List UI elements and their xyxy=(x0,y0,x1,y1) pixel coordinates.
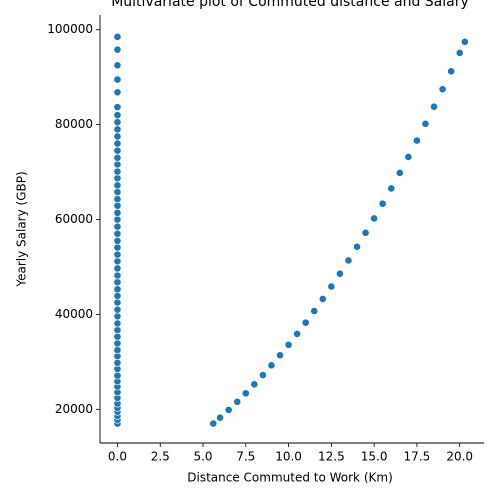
point xyxy=(216,413,225,422)
point xyxy=(267,361,276,370)
point xyxy=(113,257,122,266)
point xyxy=(113,371,122,380)
point xyxy=(387,184,396,193)
point xyxy=(113,125,122,134)
point xyxy=(113,160,122,169)
point xyxy=(113,271,122,280)
point xyxy=(113,326,122,334)
point xyxy=(233,397,242,406)
point xyxy=(113,111,122,120)
point xyxy=(378,199,387,208)
point xyxy=(113,181,122,190)
point xyxy=(113,236,122,245)
x-tick-label: 15.0 xyxy=(361,450,388,464)
point xyxy=(113,167,122,176)
point xyxy=(113,75,122,84)
y-tick-label: 60000 xyxy=(55,212,93,226)
point xyxy=(276,351,284,360)
point xyxy=(455,49,464,57)
point xyxy=(460,37,469,46)
point xyxy=(259,371,267,379)
chart-title: Multivariate plot of Commuted distance a… xyxy=(111,0,469,10)
point xyxy=(327,282,336,291)
point xyxy=(447,67,456,76)
point xyxy=(113,229,122,238)
point xyxy=(113,305,122,314)
point xyxy=(113,195,122,204)
point xyxy=(224,406,233,414)
point xyxy=(395,169,404,177)
point xyxy=(113,358,122,367)
y-axis-label: Yearly Salary (GBP) xyxy=(15,171,29,287)
x-tick-label: 12.5 xyxy=(318,450,345,464)
point xyxy=(344,256,353,265)
point xyxy=(404,153,413,161)
point xyxy=(113,174,122,183)
y-tick-label: 40000 xyxy=(55,307,93,321)
point xyxy=(318,295,327,303)
point xyxy=(413,136,421,145)
y-tick-label: 20000 xyxy=(55,402,93,416)
point xyxy=(113,118,122,127)
point xyxy=(113,332,122,341)
x-tick-label: 5.0 xyxy=(193,450,212,464)
point xyxy=(113,264,122,273)
point xyxy=(113,319,122,328)
point xyxy=(113,346,122,354)
point xyxy=(113,222,122,231)
x-tick-label: 0.0 xyxy=(108,450,127,464)
x-tick-label: 2.5 xyxy=(151,450,170,464)
point xyxy=(336,269,344,278)
x-axis-label: Distance Commuted to Work (Km) xyxy=(187,471,393,485)
point xyxy=(113,292,122,300)
point xyxy=(284,340,293,349)
point xyxy=(241,389,250,398)
point xyxy=(113,153,122,162)
point xyxy=(361,228,370,237)
point xyxy=(310,307,319,315)
x-tick-label: 10.0 xyxy=(275,450,302,464)
point xyxy=(353,242,361,251)
y-tick-label: 80000 xyxy=(55,117,93,131)
point xyxy=(438,85,447,94)
point xyxy=(113,243,122,252)
point xyxy=(301,318,310,327)
point xyxy=(113,146,122,155)
point xyxy=(113,339,122,348)
point xyxy=(209,419,218,428)
point xyxy=(421,119,430,128)
point xyxy=(113,201,122,210)
point xyxy=(430,102,438,111)
point xyxy=(113,61,122,70)
point xyxy=(113,278,122,287)
y-tick-label: 100000 xyxy=(47,22,93,36)
point xyxy=(113,132,122,141)
point xyxy=(113,103,122,111)
x-tick-label: 20.0 xyxy=(446,450,473,464)
point xyxy=(113,88,122,97)
point xyxy=(113,188,122,196)
x-tick-label: 7.5 xyxy=(236,450,255,464)
point xyxy=(113,45,122,54)
point xyxy=(113,139,122,148)
x-tick-label: 17.5 xyxy=(404,450,431,464)
point xyxy=(113,32,122,41)
point xyxy=(113,250,122,259)
point xyxy=(113,208,122,217)
point xyxy=(113,285,122,294)
point xyxy=(250,380,259,389)
point xyxy=(370,214,379,223)
point xyxy=(293,330,302,338)
point xyxy=(113,215,122,224)
point xyxy=(113,298,122,307)
point xyxy=(113,312,122,321)
